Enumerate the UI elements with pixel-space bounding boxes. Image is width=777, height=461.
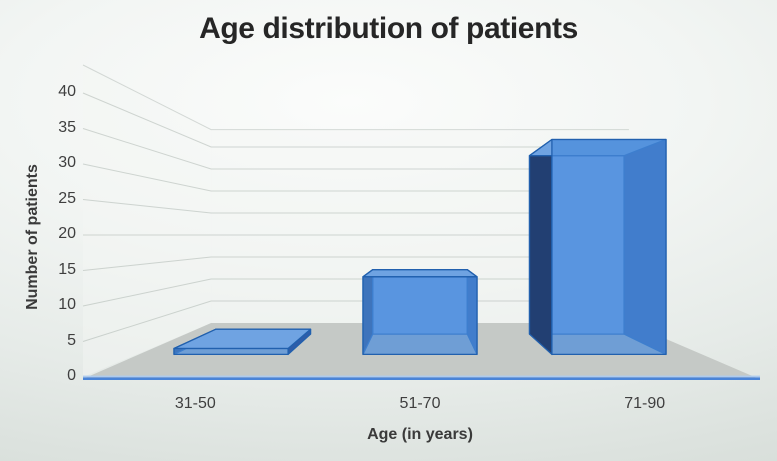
gridline-30 (82, 163, 629, 192)
bar-71-90[interactable] (528, 138, 667, 356)
bar-face-front (362, 276, 478, 356)
y-tick-label-15: 15 (58, 260, 76, 278)
x-axis-title: Age (in years) (367, 426, 473, 443)
y-tick-label-5: 5 (67, 331, 76, 349)
gridline-5 (82, 300, 629, 342)
bar-face-front (173, 347, 289, 356)
y-tick-label-30: 30 (58, 154, 76, 171)
y-tick-label-0: 0 (67, 367, 76, 384)
gridline-10 (82, 278, 629, 307)
x-category-label-71-90: 71-90 (624, 395, 666, 412)
y-tick-label-25: 25 (58, 189, 76, 207)
gridline-40 (82, 92, 629, 148)
x-category-label-51-70: 51-70 (399, 395, 441, 412)
bar-31-50[interactable] (173, 328, 312, 356)
gridline-15 (82, 256, 629, 271)
y-tick-label-40: 40 (58, 83, 76, 100)
bar-face-front (551, 138, 667, 356)
gridline-35 (82, 128, 629, 170)
bar-face-top (362, 269, 478, 278)
bar-face-left (528, 138, 553, 356)
y-tick-label-20: 20 (58, 225, 76, 242)
chart-title: Age distribution of patients (199, 12, 578, 45)
y-tick-label-10: 10 (58, 296, 76, 313)
baseline-highlight (83, 375, 760, 378)
back-wall (211, 129, 629, 323)
side-wall (83, 65, 212, 377)
x-axis-baseline (83, 377, 760, 380)
y-tick-label-35: 35 (58, 118, 76, 136)
x-category-label-31-50: 31-50 (174, 395, 216, 412)
gridline-25 (82, 199, 629, 214)
bar-51-70[interactable] (362, 269, 478, 356)
wall-top-edge (82, 64, 629, 131)
